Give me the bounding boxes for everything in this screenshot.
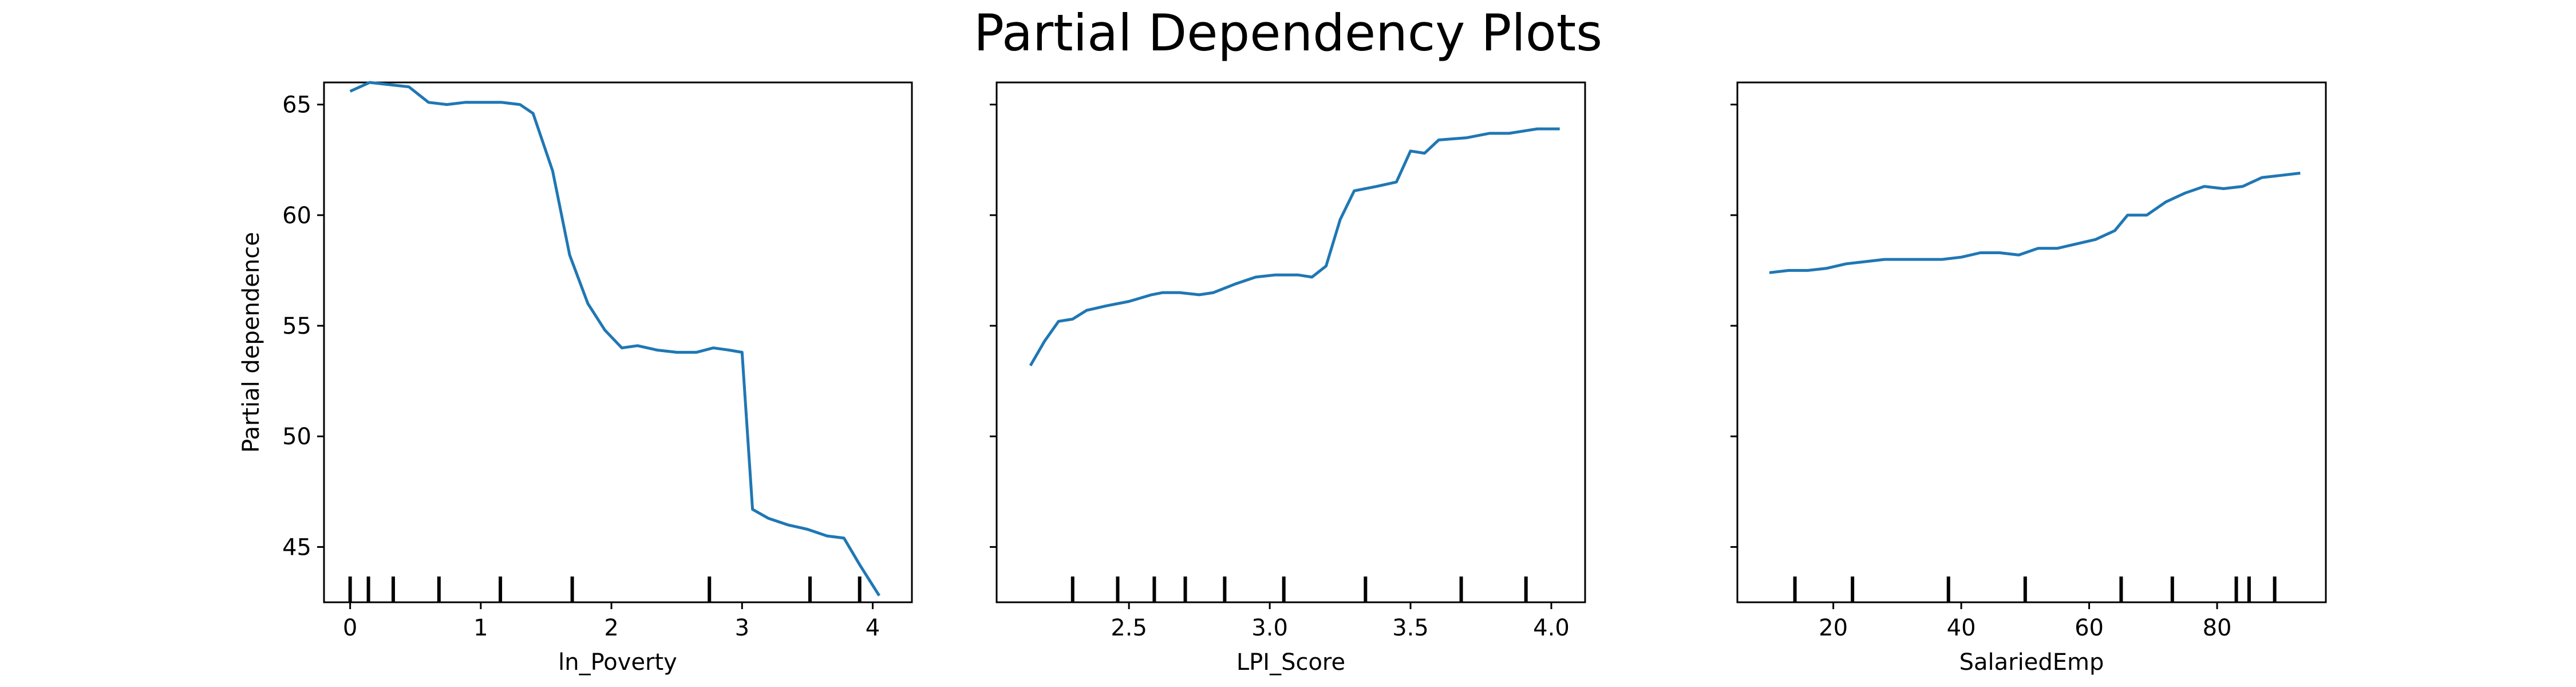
y-axis-label: Partial dependence — [238, 232, 264, 453]
pd-curve — [1029, 127, 1560, 366]
y-tick-label: 45 — [282, 534, 311, 560]
x-tick-label: 60 — [2075, 615, 2104, 641]
subplot-lpi-score: 2.5 3.0 3.5 4.0 LPI_Score — [990, 81, 1586, 676]
x-tick-label: 4 — [866, 615, 880, 641]
y-tick-label: 55 — [282, 313, 311, 339]
pd-curve — [349, 81, 881, 597]
y-tick-label: 60 — [282, 203, 311, 229]
x-tick-label: 3.5 — [1392, 615, 1429, 641]
x-axis-label: ln_Poverty — [558, 649, 677, 676]
rug-marks — [1070, 577, 1528, 602]
x-tick-label: 2.5 — [1111, 615, 1147, 641]
x-tick-label: 4.0 — [1533, 615, 1570, 641]
x-tick-label: 1 — [473, 615, 488, 641]
plot-area-frame — [1736, 81, 2327, 603]
x-axis-label: LPI_Score — [1236, 649, 1345, 676]
x-ticks: 20 40 60 80 — [1819, 602, 2231, 641]
pd-curve — [1769, 171, 2301, 274]
figure-title: Partial Dependency Plots — [974, 3, 1602, 62]
rug-marks — [348, 577, 862, 602]
x-tick-label: 2 — [604, 615, 618, 641]
y-tick-label: 50 — [282, 424, 311, 450]
x-ticks: 2.5 3.0 3.5 4.0 — [1111, 602, 1570, 641]
x-axis-label: SalariedEmp — [1959, 649, 2104, 676]
rug-marks — [1793, 577, 2277, 602]
plot-area-frame — [995, 81, 1586, 603]
y-ticks: 45 50 55 60 65 — [282, 92, 324, 560]
y-ticks — [990, 104, 997, 548]
x-tick-label: 3 — [735, 615, 749, 641]
x-tick-label: 20 — [1819, 615, 1848, 641]
x-tick-label: 0 — [343, 615, 357, 641]
x-tick-label: 40 — [1947, 615, 1976, 641]
x-tick-label: 3.0 — [1251, 615, 1288, 641]
x-tick-label: 80 — [2203, 615, 2232, 641]
x-ticks: 0 1 2 3 4 — [343, 602, 880, 641]
y-tick-label: 65 — [282, 92, 311, 119]
y-ticks — [1730, 104, 1737, 548]
subplot-ln-poverty: 0 1 2 3 4 45 50 55 60 65 ln_Poverty Partial depe… — [238, 81, 913, 676]
subplot-salariedemp: 20 40 60 80 SalariedEmp — [1730, 81, 2327, 676]
